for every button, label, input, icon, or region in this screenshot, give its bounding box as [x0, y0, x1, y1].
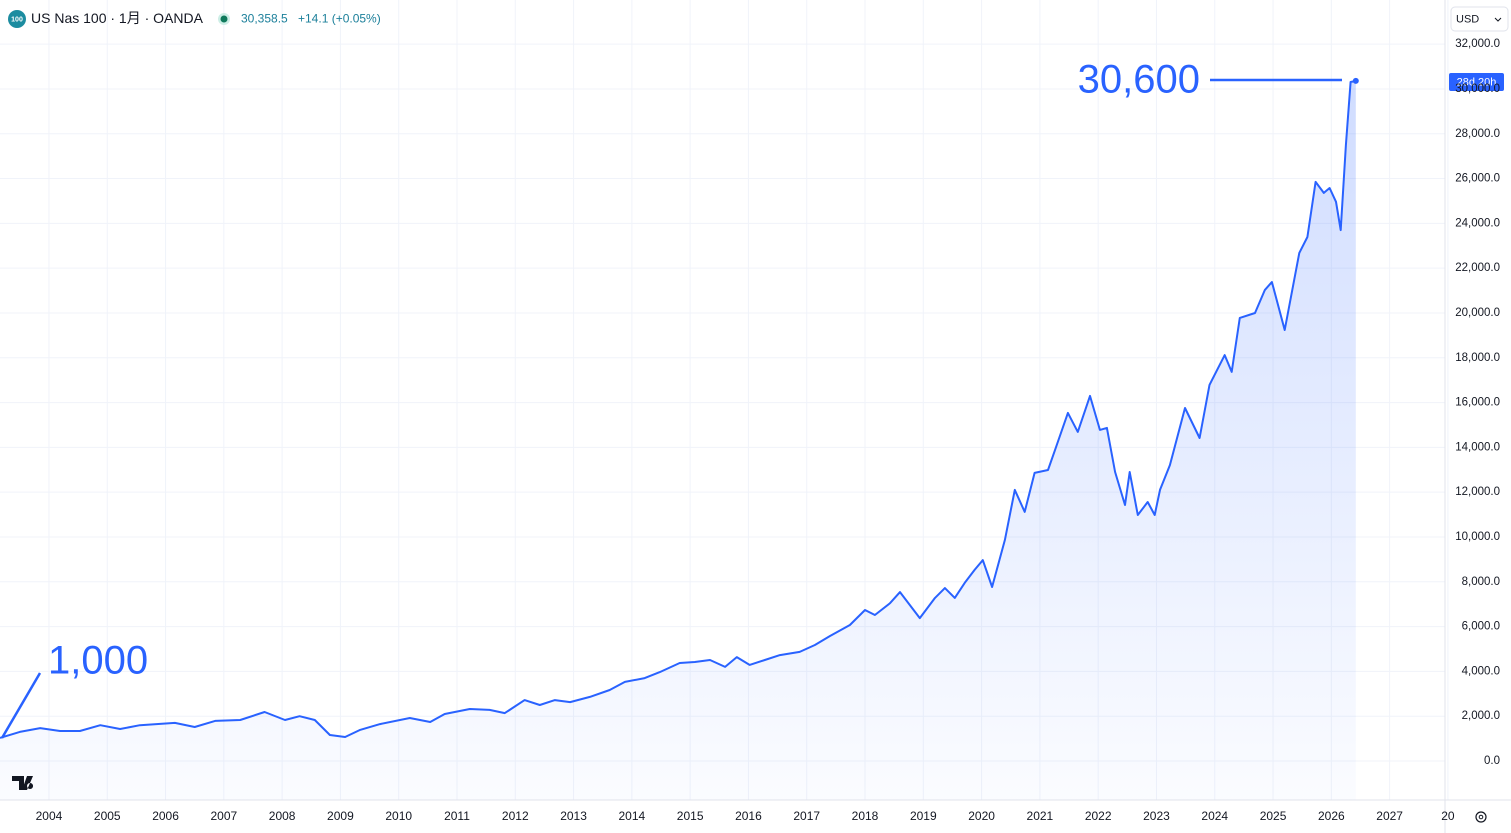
x-tick-label: 2024: [1201, 809, 1228, 823]
x-tick-label: 2025: [1260, 809, 1287, 823]
x-tick-label: 2004: [36, 809, 63, 823]
currency-button[interactable]: [1450, 6, 1509, 32]
x-tick-label: 2011: [444, 809, 470, 823]
x-tick-label: 2007: [210, 809, 237, 823]
y-tick-label: 10,000.0: [1455, 531, 1500, 543]
x-tick-label: 2027: [1376, 809, 1403, 823]
annotation-line: [0, 672, 42, 739]
y-tick-label: 18,000.0: [1455, 352, 1500, 364]
y-tick-label: 32,000.0: [1455, 38, 1500, 50]
x-tick-label: 2015: [677, 809, 704, 823]
x-tick-label: 2019: [910, 809, 937, 823]
y-tick-label: 16,000.0: [1455, 397, 1500, 409]
y-tick-label: 22,000.0: [1455, 262, 1500, 274]
x-tick-label: 2018: [852, 809, 879, 823]
last-price: 30,358.5: [241, 12, 288, 26]
price-line: [0, 79, 1357, 739]
y-tick-label: 14,000.0: [1455, 441, 1500, 453]
logo[interactable]: [12, 776, 34, 790]
y-tick-label: 6,000.0: [1462, 621, 1500, 633]
y-tick-label: 24,000.0: [1455, 217, 1500, 229]
x-tick-label: 2022: [1085, 809, 1112, 823]
status-dot: [220, 15, 228, 23]
y-tick-label: 20,000.0: [1455, 307, 1500, 319]
countdown-label: 28d 20h: [1457, 76, 1497, 88]
x-tick-label: 2005: [94, 809, 121, 823]
area-fill: [0, 80, 1356, 800]
x-tick-label: 2008: [269, 809, 296, 823]
y-tick-label: 2,000.0: [1462, 710, 1500, 722]
x-tick-label: 20: [1441, 809, 1455, 823]
x-tick-label: 2026: [1318, 809, 1345, 823]
x-tick-label: 2013: [560, 809, 587, 823]
x-tick-label: 2009: [327, 809, 354, 823]
x-tick-label: 2014: [619, 809, 646, 823]
x-tick-label: 2020: [968, 809, 995, 823]
dropdown-arrow: [1494, 17, 1502, 22]
x-tick-label: 2017: [793, 809, 820, 823]
price-label-box: [1449, 73, 1504, 91]
x-tick-label: 2016: [735, 809, 762, 823]
price-change: +14.1 (+0.05%): [298, 12, 381, 26]
currency-label[interactable]: USD: [1456, 13, 1479, 25]
x-tick-label: 2021: [1027, 809, 1054, 823]
x-tick-label: 2012: [502, 809, 529, 823]
y-tick-label: 0.0: [1484, 755, 1500, 767]
symbol-icon: [8, 10, 26, 28]
settings-icon-center: [1478, 814, 1484, 820]
annotation-text: 30,600: [1078, 58, 1200, 102]
y-tick-label: 8,000.0: [1462, 576, 1500, 588]
last-point: [1352, 77, 1359, 84]
y-tick-label: 28,000.0: [1455, 128, 1500, 140]
symbol-icon-text: 100: [11, 16, 23, 23]
y-tick-label: 26,000.0: [1455, 173, 1500, 185]
x-tick-label: 2010: [385, 809, 412, 823]
annotation-text: 1,000: [48, 639, 148, 683]
settings-icon[interactable]: [1475, 811, 1487, 823]
symbol-title[interactable]: US Nas 100 · 1月 · OANDA: [31, 10, 204, 26]
x-tick-label: 2006: [152, 809, 179, 823]
y-tick-label: 30,000.0: [1455, 83, 1500, 95]
y-tick-label: 12,000.0: [1455, 486, 1500, 498]
y-tick-label: 4,000.0: [1462, 665, 1500, 677]
plot: [0, 77, 1359, 800]
x-tick-label: 2023: [1143, 809, 1170, 823]
